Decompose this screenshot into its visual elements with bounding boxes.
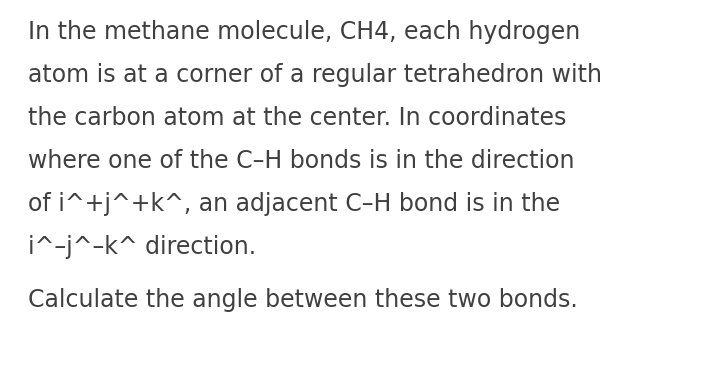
Text: atom is at a corner of a regular tetrahedron with: atom is at a corner of a regular tetrahe… <box>28 63 602 87</box>
Text: In the methane molecule, CH4, each hydrogen: In the methane molecule, CH4, each hydro… <box>28 20 580 44</box>
Text: Calculate the angle between these two bonds.: Calculate the angle between these two bo… <box>28 288 577 312</box>
Text: where one of the C–H bonds is in the direction: where one of the C–H bonds is in the dir… <box>28 149 575 173</box>
Text: the carbon atom at the center. In coordinates: the carbon atom at the center. In coordi… <box>28 106 567 130</box>
Text: of i^+j^+k^, an adjacent C–H bond is in the: of i^+j^+k^, an adjacent C–H bond is in … <box>28 192 560 216</box>
Text: i^–j^–k^ direction.: i^–j^–k^ direction. <box>28 235 256 259</box>
